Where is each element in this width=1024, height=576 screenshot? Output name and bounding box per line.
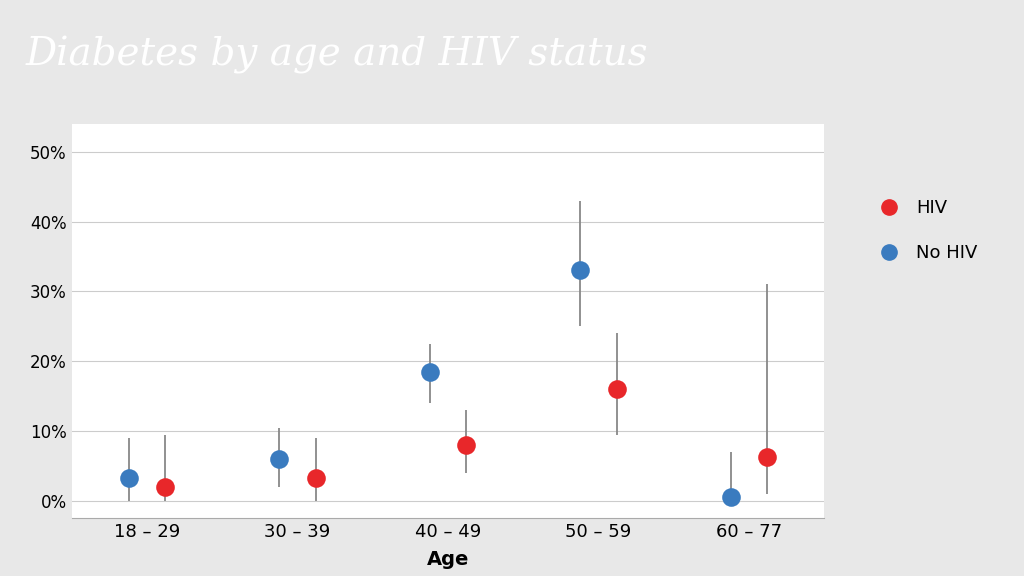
Point <box>307 473 324 483</box>
Point <box>723 493 739 502</box>
Point <box>271 454 288 464</box>
X-axis label: Age: Age <box>427 550 469 569</box>
Point <box>759 452 775 461</box>
Point <box>572 266 589 275</box>
Point <box>422 367 438 376</box>
Point <box>458 441 474 450</box>
Point <box>608 385 625 394</box>
Point <box>157 482 173 491</box>
Legend: HIV, No HIV: HIV, No HIV <box>863 192 984 270</box>
Text: Diabetes by age and HIV status: Diabetes by age and HIV status <box>26 36 648 74</box>
Point <box>121 473 137 483</box>
